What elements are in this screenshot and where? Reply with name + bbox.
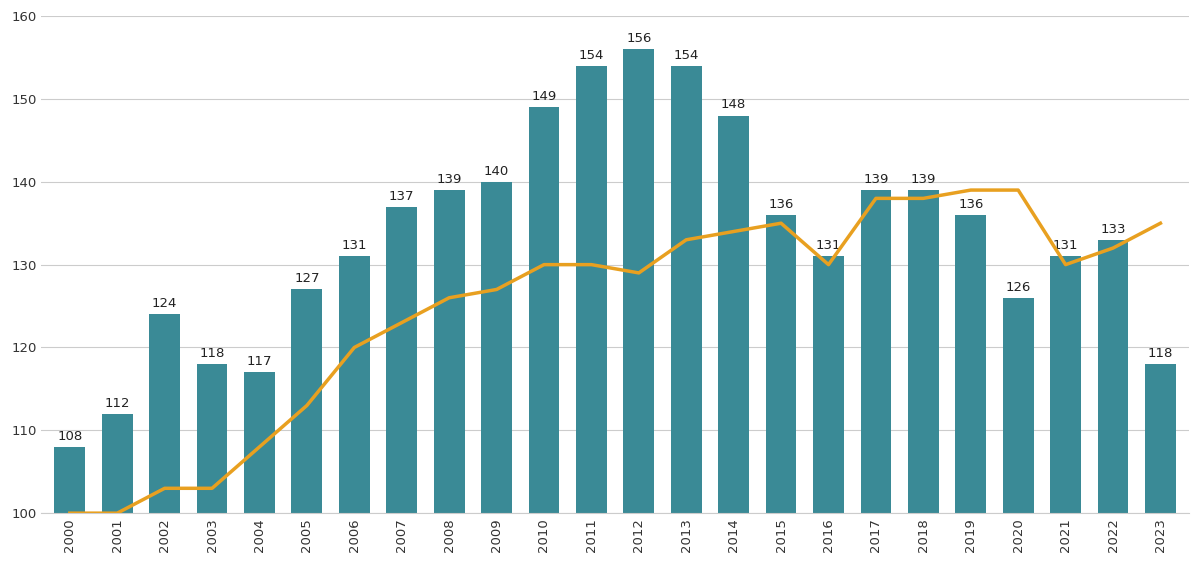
Text: 140: 140: [484, 164, 509, 178]
Bar: [433, 190, 464, 513]
Text: 154: 154: [578, 48, 604, 62]
Bar: [955, 215, 986, 513]
Text: 139: 139: [863, 173, 889, 186]
Bar: [766, 215, 797, 513]
Bar: [54, 447, 85, 513]
Bar: [719, 115, 749, 513]
Bar: [1098, 240, 1128, 513]
Text: 131: 131: [342, 239, 367, 252]
Text: 112: 112: [104, 396, 130, 410]
Bar: [149, 314, 180, 513]
Bar: [338, 256, 370, 513]
Bar: [1003, 298, 1033, 513]
Bar: [481, 182, 512, 513]
Text: 131: 131: [1052, 239, 1079, 252]
Bar: [197, 364, 228, 513]
Text: 149: 149: [532, 90, 557, 103]
Text: 137: 137: [389, 190, 414, 203]
Text: 156: 156: [626, 32, 652, 45]
Text: 127: 127: [294, 272, 319, 285]
Bar: [386, 207, 418, 513]
Text: 118: 118: [199, 347, 224, 360]
Bar: [908, 190, 938, 513]
Text: 154: 154: [673, 48, 698, 62]
Bar: [860, 190, 892, 513]
Text: 136: 136: [768, 198, 793, 211]
Text: 126: 126: [1006, 280, 1031, 294]
Text: 139: 139: [911, 173, 936, 186]
Bar: [624, 49, 654, 513]
Text: 117: 117: [247, 355, 272, 368]
Text: 133: 133: [1100, 222, 1126, 236]
Bar: [814, 256, 844, 513]
Bar: [671, 66, 702, 513]
Text: 124: 124: [152, 297, 178, 310]
Text: 139: 139: [437, 173, 462, 186]
Bar: [1050, 256, 1081, 513]
Text: 136: 136: [958, 198, 984, 211]
Bar: [576, 66, 607, 513]
Text: 148: 148: [721, 99, 746, 111]
Text: 131: 131: [816, 239, 841, 252]
Text: 118: 118: [1147, 347, 1174, 360]
Text: 108: 108: [58, 430, 83, 443]
Bar: [528, 107, 559, 513]
Bar: [292, 289, 323, 513]
Bar: [244, 372, 275, 513]
Bar: [1145, 364, 1176, 513]
Bar: [102, 414, 133, 513]
